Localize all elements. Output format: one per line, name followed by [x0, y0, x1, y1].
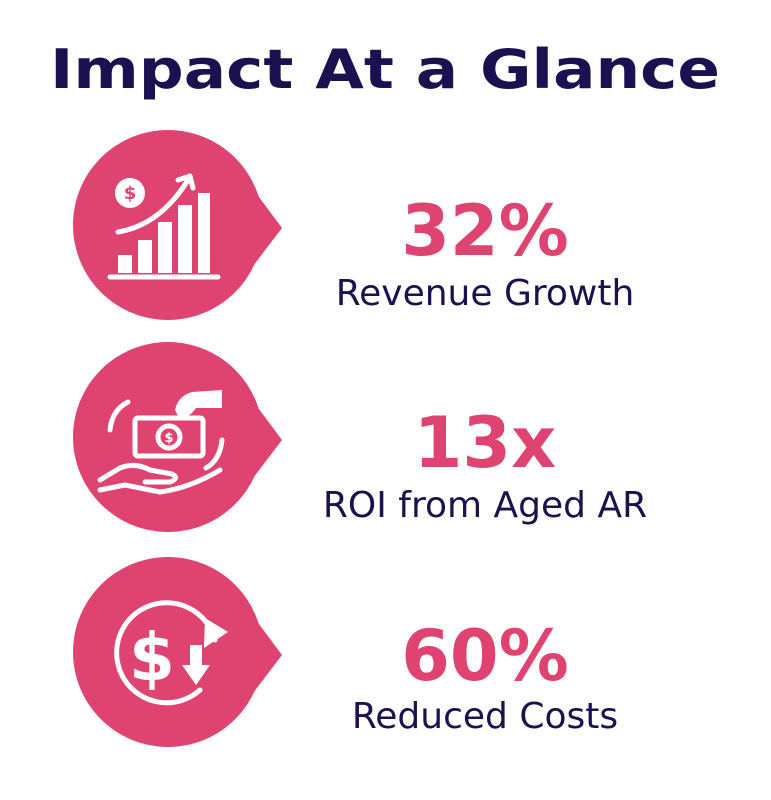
- stat-label: ROI from Aged AR: [323, 485, 647, 526]
- revenue-icon: $: [73, 130, 282, 320]
- costs-icon: $: [73, 557, 282, 747]
- title: Impact At a Glance: [50, 38, 720, 101]
- stat-value: 13x: [414, 402, 557, 484]
- stat-label: Revenue Growth: [336, 273, 635, 314]
- stat-label: Reduced Costs: [352, 696, 618, 737]
- svg-text:$: $: [124, 183, 137, 204]
- roi-icon: $: [73, 342, 282, 532]
- stat-value: 32%: [401, 190, 569, 272]
- stat-value: 60%: [401, 615, 569, 697]
- svg-text:$: $: [164, 431, 173, 446]
- svg-text:$: $: [129, 619, 175, 696]
